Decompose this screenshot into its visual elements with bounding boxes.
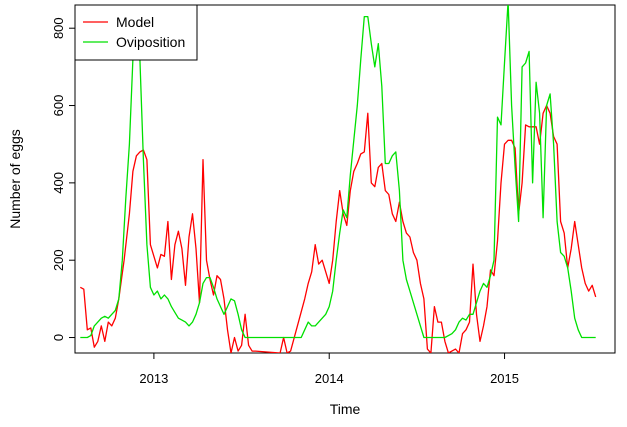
y-tick-label: 400 (51, 172, 66, 194)
legend-box (74, 4, 198, 61)
series-line-model (79, 104, 597, 353)
y-tick-label: 800 (51, 17, 66, 39)
series-layer (79, 5, 597, 353)
y-tick-label: 600 (51, 95, 66, 117)
x-tick-label: 2014 (315, 371, 344, 386)
y-tick-label: 0 (51, 334, 66, 341)
y-axis-title: Number of eggs (7, 129, 23, 229)
x-axis-title: Time (330, 401, 361, 417)
legend: Model Oviposition (74, 4, 198, 61)
legend-label-oviposition: Oviposition (116, 34, 185, 50)
y-axis: 0 200 400 600 800 (51, 17, 75, 341)
plot-frame (74, 4, 616, 354)
series-line-oviposition (80, 5, 596, 339)
x-tick-label: 2013 (139, 371, 168, 386)
x-tick-label: 2015 (490, 371, 519, 386)
y-tick-label: 200 (51, 249, 66, 271)
x-axis: 2013 2014 2015 (139, 353, 519, 386)
legend-label-model: Model (116, 14, 154, 30)
